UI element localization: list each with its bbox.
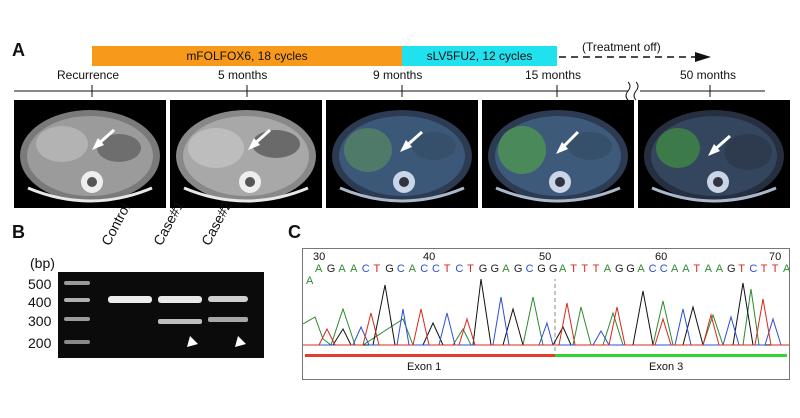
ladder-tick-400: 400 <box>28 294 52 310</box>
ct-scan-recurrence <box>14 100 166 208</box>
panel-c-label: C <box>288 222 301 242</box>
position-60: 60 <box>655 251 668 263</box>
ladder-band <box>64 298 90 302</box>
case1-band-lower <box>158 319 202 324</box>
petct-scan-9-months <box>326 100 478 208</box>
sequence-base: G <box>490 263 500 275</box>
timeline-axis <box>14 81 765 101</box>
sequence-base: A <box>408 263 416 275</box>
panel-b-label: B <box>12 222 25 242</box>
sequence-base: A <box>783 263 791 275</box>
sequence-base: G <box>727 263 736 275</box>
exon3-bar <box>555 354 787 357</box>
petct-scan-50-months <box>638 100 790 208</box>
case2-band-upper <box>208 296 248 302</box>
sequence-base: T <box>592 263 600 275</box>
sequence-base: A <box>559 263 567 275</box>
sequence-base: C <box>361 263 370 275</box>
sequence-base: C <box>396 263 405 275</box>
bp-unit-label: (bp) <box>30 255 55 271</box>
sequence-base: G <box>478 263 488 275</box>
case1-arrowhead <box>187 336 198 347</box>
sequence-base: T <box>771 263 779 275</box>
sequence-base: T <box>373 263 381 275</box>
sequence-base: A <box>315 263 323 275</box>
sequence-base: G <box>385 263 394 275</box>
timepoint-recurrence: Recurrence <box>57 68 120 82</box>
sequence-base: C <box>749 263 758 275</box>
sequence-base: A <box>603 263 612 275</box>
gel-image <box>58 272 264 358</box>
case2-band-lower <box>208 317 248 322</box>
sequence-base: G <box>615 263 624 275</box>
panel-a-label: A <box>12 40 25 60</box>
ct-scan-5-months <box>170 100 322 208</box>
ladder-band <box>64 340 90 344</box>
slv5fu2-bar: sLV5FU2, 12 cycles <box>402 46 557 66</box>
sequence-base: A <box>338 263 346 275</box>
sequence-base: C <box>648 263 657 275</box>
sequence-base: T <box>570 263 577 275</box>
case1-band-upper <box>158 296 202 303</box>
chromatogram-traces <box>303 279 789 351</box>
control-band <box>108 296 152 303</box>
extra-base: A <box>306 275 314 287</box>
sequence-base: T <box>467 263 474 275</box>
exon1-bar <box>305 354 555 357</box>
case2-arrowhead <box>235 336 246 347</box>
position-30: 30 <box>313 251 326 263</box>
position-50: 50 <box>539 251 552 263</box>
exon1-label: Exon 1 <box>407 361 442 373</box>
sequence-base: T <box>581 263 589 275</box>
sequence-base: A <box>671 263 679 275</box>
sequence-base: C <box>420 263 429 275</box>
petct-scan-15-months <box>482 100 634 208</box>
mfolfox6-bar: mFOLFOX6, 18 cycles <box>92 46 402 66</box>
sequence-base: G <box>513 263 523 275</box>
position-40: 40 <box>423 251 436 263</box>
sequence-base: C <box>525 263 534 275</box>
sequence-base: C <box>659 263 668 275</box>
sequence-base: C <box>432 263 440 275</box>
sequence-base: A <box>682 263 690 275</box>
exon3-label: Exon 3 <box>649 361 684 373</box>
sequence-base: C <box>455 263 464 275</box>
sequence-base: T <box>693 263 701 275</box>
treatment-off-arrow <box>559 52 711 62</box>
sequence-base: A <box>350 263 358 275</box>
ladder-band <box>64 281 90 285</box>
ladder-tick-300: 300 <box>28 313 52 329</box>
sequence-base: T <box>443 263 451 275</box>
sequence-base: G <box>537 263 546 275</box>
sequence-base: G <box>326 263 336 275</box>
sequence-base: T <box>738 263 745 275</box>
treatment-off-label: (Treatment off) <box>582 40 661 54</box>
ladder-band <box>64 317 90 321</box>
sequence-base: G <box>549 263 558 275</box>
timepoint-5-months: 5 months <box>218 68 268 82</box>
sequence-base: A <box>715 263 724 275</box>
sequence-base: A <box>704 263 712 275</box>
sequence-base: T <box>760 263 768 275</box>
timepoint-50-months: 50 months <box>680 68 737 82</box>
position-70: 70 <box>769 251 782 263</box>
timepoint-9-months: 9 months <box>373 68 423 82</box>
ladder-tick-500: 500 <box>28 276 52 292</box>
timepoint-15-months: 15 months <box>525 68 582 82</box>
ladder-tick-200: 200 <box>28 335 52 351</box>
sequence-base: A <box>502 263 510 275</box>
sequence-base: G <box>626 263 635 275</box>
sequence-base: A <box>637 263 645 275</box>
